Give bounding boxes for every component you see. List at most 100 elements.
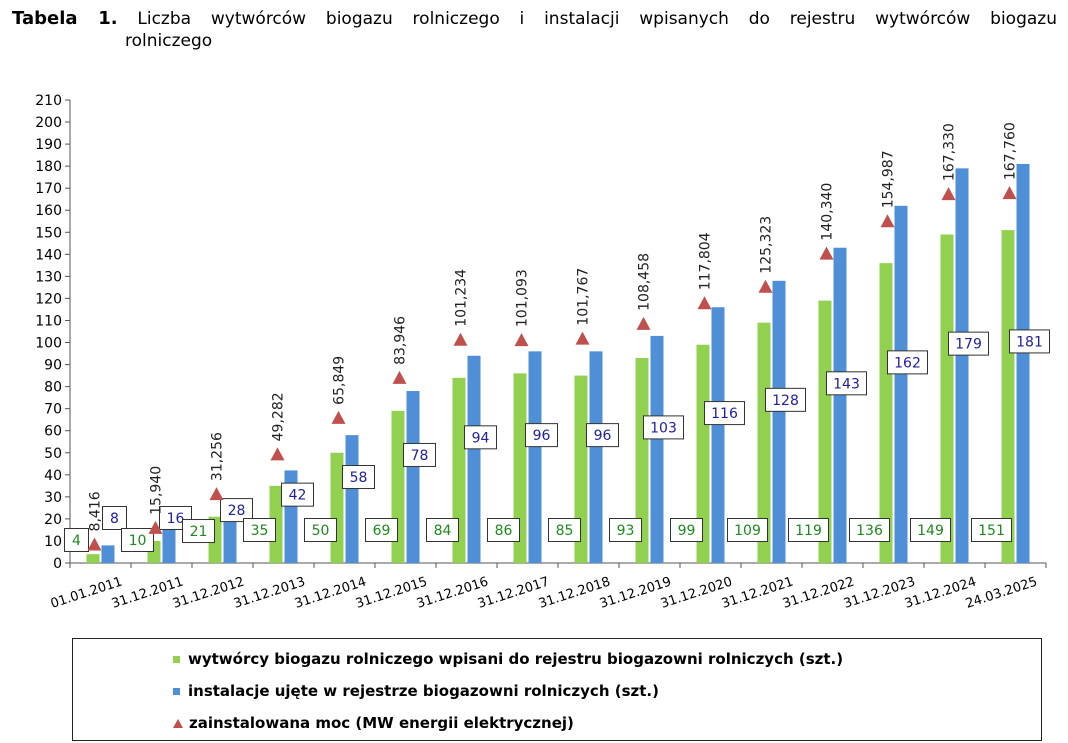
label-installations: 58 bbox=[350, 470, 368, 486]
power-label: 154,987 bbox=[881, 150, 897, 208]
label-producers: 149 bbox=[917, 523, 944, 539]
legend-swatch-blue bbox=[173, 688, 180, 695]
legend-label-installations: instalacje ujęte w rejestrze biogazowni … bbox=[188, 682, 659, 700]
label-box-producers bbox=[243, 518, 276, 542]
bar-installations bbox=[772, 280, 786, 563]
y-tick-label: 110 bbox=[35, 313, 62, 329]
label-producers: 93 bbox=[617, 523, 635, 539]
legend-item-producers: wytwórcy biogazu rolniczego wpisani do r… bbox=[173, 649, 843, 669]
label-box-producers bbox=[788, 518, 829, 542]
label-producers: 85 bbox=[556, 523, 574, 539]
power-label: 15,940 bbox=[149, 466, 165, 515]
bar-installations bbox=[650, 335, 664, 563]
y-tick-label: 80 bbox=[44, 380, 62, 396]
y-tick-label: 90 bbox=[44, 358, 62, 374]
label-box-producers bbox=[121, 528, 154, 552]
label-installations: 94 bbox=[472, 430, 490, 446]
label-box-installations bbox=[220, 498, 253, 523]
label-box-producers bbox=[910, 518, 951, 542]
bar-producers bbox=[330, 452, 344, 563]
table-number: Tabela 1. bbox=[12, 8, 118, 29]
label-box-producers bbox=[971, 518, 1012, 542]
bar-producers bbox=[574, 375, 588, 563]
y-tick-label: 170 bbox=[35, 181, 62, 197]
bar-producers bbox=[513, 373, 527, 563]
label-producers: 10 bbox=[129, 533, 147, 549]
label-box-installations bbox=[403, 442, 436, 467]
power-label: 8,416 bbox=[88, 491, 104, 531]
label-box-producers bbox=[670, 518, 703, 542]
y-tick-label: 190 bbox=[35, 137, 62, 153]
title-text: Liczba wytwórców biogazu rolniczego i in… bbox=[137, 9, 1057, 29]
power-marker bbox=[87, 537, 102, 551]
label-installations: 78 bbox=[411, 448, 429, 464]
label-box-producers bbox=[487, 518, 520, 542]
y-tick-label: 100 bbox=[35, 336, 62, 352]
label-box-installations bbox=[586, 423, 619, 448]
y-tick-label: 120 bbox=[35, 291, 62, 307]
label-box-producers bbox=[64, 528, 89, 552]
bar-installations bbox=[467, 355, 481, 563]
power-marker bbox=[697, 296, 712, 310]
legend-item-installations: instalacje ujęte w rejestrze biogazowni … bbox=[173, 681, 659, 701]
power-marker bbox=[941, 187, 956, 201]
bar-installations bbox=[833, 247, 847, 563]
label-producers: 119 bbox=[795, 523, 822, 539]
y-tick-label: 210 bbox=[35, 93, 62, 109]
y-tick-label: 20 bbox=[44, 512, 62, 528]
power-marker bbox=[758, 279, 773, 293]
legend-item-power: zainstalowana moc (MW energii elektryczn… bbox=[173, 713, 574, 733]
power-label: 108,458 bbox=[637, 253, 653, 311]
power-marker bbox=[575, 331, 590, 345]
chart-title: Tabela 1. Liczba wytwórców biogazu rolni… bbox=[12, 8, 1057, 52]
bar-installations bbox=[955, 168, 969, 563]
legend-label-producers: wytwórcy biogazu rolniczego wpisani do r… bbox=[188, 650, 844, 668]
power-marker bbox=[331, 410, 346, 424]
label-box-installations bbox=[525, 423, 558, 448]
label-box-installations bbox=[281, 482, 314, 507]
label-installations: 103 bbox=[650, 420, 677, 436]
bar-producers bbox=[757, 322, 771, 563]
label-box-producers bbox=[365, 518, 398, 542]
title-text-continued: rolniczego bbox=[125, 31, 213, 51]
label-producers: 136 bbox=[856, 523, 883, 539]
label-box-installations bbox=[643, 415, 684, 440]
y-tick-label: 140 bbox=[35, 247, 62, 263]
label-producers: 99 bbox=[678, 523, 696, 539]
label-box-installations bbox=[102, 506, 127, 530]
label-installations: 42 bbox=[289, 488, 307, 504]
power-marker bbox=[1002, 186, 1017, 200]
power-label: 49,282 bbox=[271, 392, 287, 441]
y-tick-label: 150 bbox=[35, 225, 62, 241]
label-box-installations bbox=[704, 401, 745, 426]
label-producers: 21 bbox=[190, 524, 208, 540]
label-installations: 16 bbox=[167, 511, 185, 527]
power-label: 83,946 bbox=[393, 316, 409, 365]
label-producers: 50 bbox=[312, 523, 330, 539]
bar-installations bbox=[528, 351, 542, 563]
bar-producers bbox=[452, 377, 466, 563]
label-box-installations bbox=[1009, 329, 1050, 354]
y-tick-label: 30 bbox=[44, 490, 62, 506]
bar-producers bbox=[818, 300, 832, 563]
power-label: 101,234 bbox=[454, 269, 470, 327]
label-installations: 128 bbox=[772, 393, 799, 409]
label-box-producers bbox=[727, 518, 768, 542]
legend: wytwórcy biogazu rolniczego wpisani do r… bbox=[72, 638, 1042, 741]
label-box-installations bbox=[948, 331, 989, 356]
y-tick-label: 40 bbox=[44, 468, 62, 484]
label-producers: 86 bbox=[495, 523, 513, 539]
bar-producers bbox=[879, 263, 893, 563]
power-marker bbox=[880, 214, 895, 228]
label-box-producers bbox=[182, 519, 215, 544]
label-installations: 116 bbox=[711, 406, 738, 422]
bar-installations bbox=[711, 307, 725, 563]
label-box-installations bbox=[464, 425, 497, 450]
bar-chart: 0 10 20 30 40 50 60 70 80 90 100 110 120 130 140 150 160… bbox=[35, 93, 1050, 612]
bar-installations bbox=[345, 435, 359, 563]
label-box-installations bbox=[887, 350, 928, 375]
label-installations: 96 bbox=[594, 428, 612, 444]
y-tick-label: 160 bbox=[35, 203, 62, 219]
y-tick-label: 130 bbox=[35, 269, 62, 285]
label-installations: 96 bbox=[533, 428, 551, 444]
